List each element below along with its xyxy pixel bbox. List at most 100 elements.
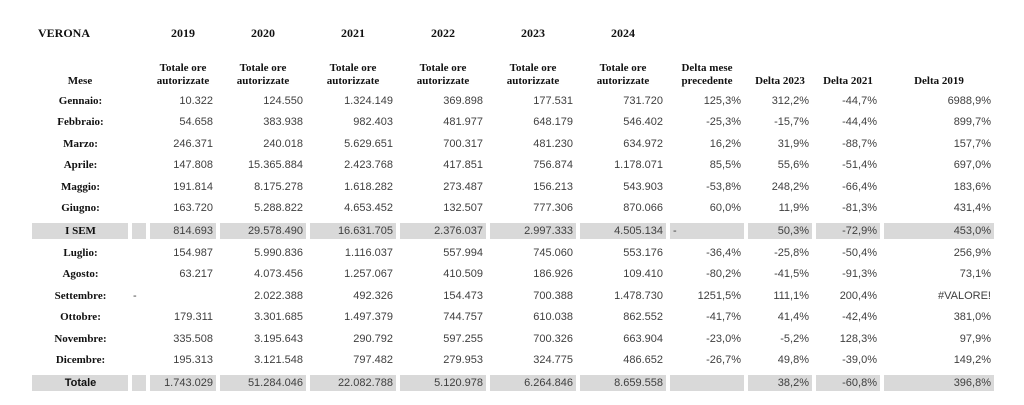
table-row: Novembre: 335.508 3.195.643 290.792 597.255 7…: [32, 328, 994, 350]
cell-delta-2021: -44,4%: [842, 116, 877, 129]
cell-delta-2023: 49,8%: [777, 354, 809, 367]
cell-2020: 15.365.884: [247, 159, 303, 172]
cell-2022: 132.507: [443, 202, 483, 215]
table-row: Gennaio: 10.322 124.550 1.324.149 369.898 177…: [32, 90, 994, 112]
row-label: Dicembre:: [55, 354, 106, 367]
cell-2022: 557.994: [443, 246, 483, 259]
cell-2020: 5.288.822: [254, 202, 303, 215]
cell-delta-2019: 381,0%: [953, 311, 991, 324]
cell-delta-2019: #VALORE!: [938, 289, 991, 302]
cell-2022: 597.255: [443, 332, 483, 345]
cell-2019: 154.987: [173, 246, 213, 259]
cell-delta-2019: 431,4%: [953, 202, 991, 215]
table-row: Giugno: 163.720 5.288.822 4.653.452 132.507 7…: [32, 198, 994, 220]
table-row: Dicembre: 195.313 3.121.548 797.482 279.953 3…: [32, 350, 994, 372]
cell-2020: 124.550: [263, 94, 303, 107]
year-header-2019: 2019: [171, 25, 195, 40]
cell-delta-2023: 111,1%: [773, 289, 809, 302]
cell-delta-mese-precedente: 16,2%: [709, 137, 741, 150]
spacer-cell: [132, 46, 146, 90]
cell-delta-2023: -25,8%: [774, 246, 809, 259]
cell-delta-mese-precedente: 60,0%: [709, 202, 741, 215]
row-label: Marzo:: [63, 137, 98, 150]
report-sheet: VERONA 2019 2020 2021 2022 2023 2024 Mes…: [32, 20, 994, 394]
table-row: Totale 1.743.029 51.284.046 22.082.788 5.120…: [32, 371, 994, 394]
cell-delta-mese-precedente: -53,8%: [706, 180, 741, 193]
cell-2023: 648.179: [533, 116, 573, 129]
cell-2019: 63.217: [179, 268, 213, 281]
cell-2021: 290.792: [353, 332, 393, 345]
cell-delta-2021: -44,7%: [842, 94, 877, 107]
cell-2021: 1.257.067: [344, 268, 393, 281]
cell-2022: 154.473: [443, 289, 483, 302]
row-spacer: [132, 133, 146, 155]
cell-2019: 195.313: [173, 354, 213, 367]
cell-delta-2019: 73,1%: [959, 268, 991, 281]
cell-2021: 1.618.282: [344, 180, 393, 193]
year-header-2024: 2024: [611, 25, 635, 40]
cell-delta-2019: 6988,9%: [947, 94, 991, 107]
cell-2022: 279.953: [443, 354, 483, 367]
table-row: Febbraio: 54.658 383.938 982.403 481.977 648.…: [32, 112, 994, 134]
cell-2024: 8.659.558: [580, 371, 666, 394]
row-spacer: [132, 155, 146, 177]
cell-delta-mese-precedente: 125,3%: [703, 94, 741, 107]
row-label: Novembre:: [54, 332, 107, 345]
cell-2022: 700.317: [443, 137, 483, 150]
table-row: Settembre: - 2.022.388 492.326 154.473 700.38…: [32, 285, 994, 307]
empty-header-cell: [670, 20, 744, 46]
year-header-2021: 2021: [341, 25, 365, 40]
cell-2020: 5.990.836: [254, 246, 303, 259]
cell-delta-mese-precedente: 85,5%: [709, 159, 741, 172]
cell-delta-2019: 97,9%: [959, 332, 991, 345]
row-spacer: [132, 90, 146, 112]
cell-2023: 177.531: [533, 94, 573, 107]
delta-2023-header: Delta 2023: [755, 74, 805, 87]
cell-2019: 335.508: [173, 332, 213, 345]
cell-2024: 4.505.134: [580, 219, 666, 242]
row-spacer: [132, 371, 146, 394]
cell-2021: 982.403: [353, 116, 393, 129]
cell-2024: 1.178.071: [614, 159, 663, 172]
delta-2019-header: Delta 2019: [914, 74, 964, 87]
table-row: Ottobre: 179.311 3.301.685 1.497.379 744.757…: [32, 307, 994, 329]
cell-delta-2023: -15,7%: [774, 116, 809, 129]
cell-delta-2023: 248,2%: [771, 180, 809, 193]
cell-2024: 862.552: [623, 311, 663, 324]
cell-2024: 546.402: [623, 116, 663, 129]
cell-delta-2023: -5,2%: [780, 332, 809, 345]
cell-2021: 16.631.705: [310, 219, 396, 242]
cell-delta-mese-precedente: [670, 371, 744, 394]
table-title: VERONA: [38, 25, 91, 40]
cell-delta-2019: 157,7%: [953, 137, 991, 150]
cell-2024: 543.903: [623, 180, 663, 193]
cell-2023: 610.038: [533, 311, 573, 324]
cell-2020: 4.073.456: [254, 268, 303, 281]
row-label: Ottobre:: [60, 311, 101, 324]
cell-2023: 324.775: [533, 354, 573, 367]
cell-2020: 8.175.278: [254, 180, 303, 193]
cell-2024: 731.720: [623, 94, 663, 107]
cell-2019: 179.311: [174, 311, 213, 324]
cell-delta-mese-precedente: -23,0%: [706, 332, 741, 345]
row-spacer: [132, 112, 146, 134]
row-spacer: [132, 350, 146, 372]
row-spacer: [132, 307, 146, 329]
cell-2023: 186.926: [533, 268, 573, 281]
delta-2021-header: Delta 2021: [823, 74, 873, 87]
row-spacer: [132, 242, 146, 264]
cell-delta-2019: 183,6%: [953, 180, 991, 193]
cell-delta-2019: 396,8%: [884, 371, 994, 394]
row-label: Giugno:: [61, 202, 100, 215]
row-label: Febbraio:: [57, 116, 104, 129]
totale-ore-header-2019: Totale ore autorizzate: [156, 62, 210, 87]
row-label: I SEM: [32, 219, 128, 242]
cell-2022: 369.898: [443, 94, 483, 107]
cell-delta-2021: -88,7%: [842, 137, 877, 150]
cell-2023: 6.264.846: [490, 371, 576, 394]
cell-delta-2023: 312,2%: [771, 94, 809, 107]
cell-delta-mese-precedente: -25,3%: [706, 116, 741, 129]
cell-2021: 1.324.149: [344, 94, 393, 107]
cell-2022: 273.487: [443, 180, 483, 193]
cell-2019: 246.371: [173, 137, 213, 150]
